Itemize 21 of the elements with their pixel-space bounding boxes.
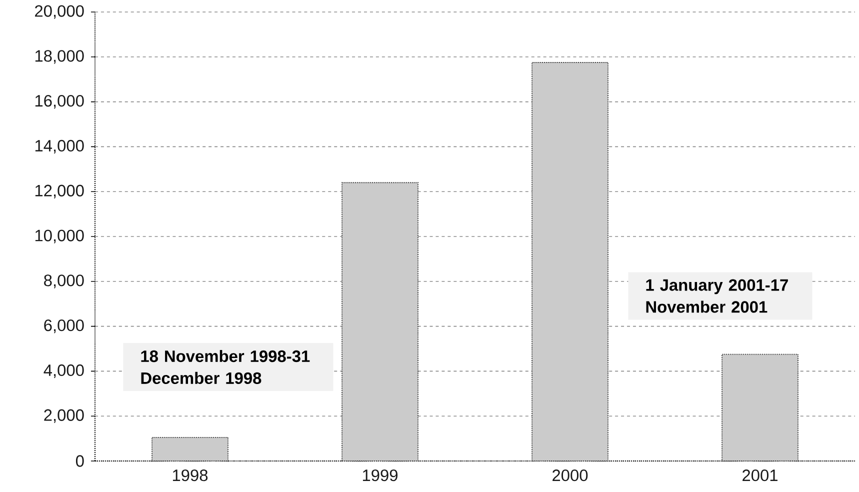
annotation: 18 November 1998-31 December 1998 — [141, 350, 310, 384]
bar — [152, 436, 228, 462]
bar — [342, 182, 418, 462]
y-tick-label: 20,000 — [35, 5, 84, 19]
y-tick-label: 10,000 — [35, 230, 84, 244]
y-tick-label: 4,000 — [44, 364, 84, 378]
y-tick-label: 0 — [76, 455, 84, 467]
x-tick-label: 2000 — [552, 470, 588, 482]
y-tick-label: 14,000 — [35, 140, 84, 154]
bar — [532, 62, 608, 462]
bar — [722, 354, 798, 462]
y-tick-label: 8,000 — [44, 274, 84, 288]
y-tick-label: 12,000 — [35, 184, 84, 198]
x-tick-label: 2001 — [742, 470, 778, 482]
y-tick-label: 18,000 — [35, 50, 84, 64]
x-tick-label: 1999 — [362, 470, 398, 482]
y-tick-label: 16,000 — [35, 95, 84, 109]
x-tick-label: 1998 — [172, 470, 208, 482]
annotation: 1 January 2001-17 November 2001 — [646, 279, 788, 313]
y-tick-label: 2,000 — [44, 409, 84, 423]
y-tick-label: 6,000 — [44, 320, 84, 334]
